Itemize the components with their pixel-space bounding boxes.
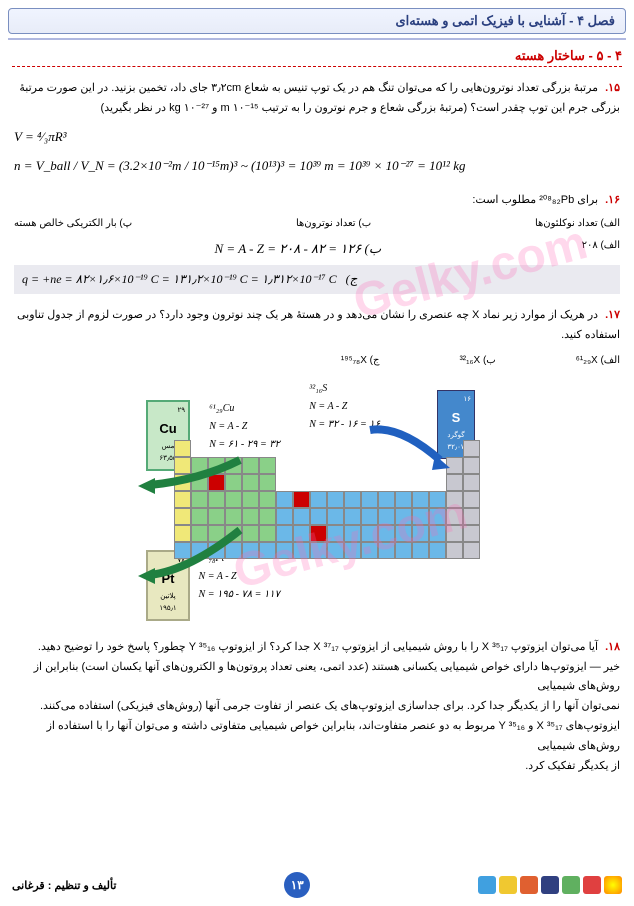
- gear-icon: [478, 876, 496, 894]
- arrow-icon: [130, 520, 250, 590]
- option: ج) ¹⁹⁵₇₈X: [341, 352, 380, 370]
- q17: ۱۷. در هریک از موارد زیر نماد X چه عنصری…: [0, 302, 634, 634]
- q16: ۱۶. برای ²⁰⁸₈₂Pb مطلوب است: الف) تعداد ن…: [0, 187, 634, 302]
- book-icon: [541, 876, 559, 894]
- divider: [8, 38, 626, 40]
- option: الف) تعداد نوکلئون‌ها: [535, 215, 620, 233]
- section-title: ۴ - ۵ - ساختار هسته: [12, 48, 622, 67]
- formula: n = V_ball / V_N = (3.2×10⁻²m / 10⁻¹⁵m)³…: [14, 154, 620, 177]
- atom-icon: [604, 876, 622, 894]
- leaf-icon: [562, 876, 580, 894]
- answer-box: q = +ne = ۸۲×۱٫۶×10⁻¹⁹ C = ۱۳۱٫۲×10⁻¹⁹ C…: [14, 265, 620, 295]
- footer-icons: [478, 876, 622, 894]
- q-number: ۱۷.: [605, 309, 620, 321]
- option: پ) بار الکتریکی خالص هسته: [14, 215, 132, 233]
- q-text: استفاده کنید.: [561, 329, 620, 341]
- q15: ۱۵. مرتبهٔ بزرگی تعداد نوترون‌هایی را که…: [0, 75, 634, 187]
- q-text: برای ²⁰⁸₈₂Pb مطلوب است:: [472, 194, 598, 206]
- q-number: ۱۸.: [605, 641, 620, 653]
- option: ب) تعداد نوترون‌ها: [296, 215, 371, 233]
- q-text: در هریک از موارد زیر نماد X چه عنصری را …: [17, 309, 598, 321]
- q-text: مرتبهٔ بزرگی تعداد نوترون‌هایی را که می‌…: [19, 82, 598, 94]
- page-number: ۱۳: [284, 872, 310, 898]
- arrow-icon: [360, 420, 480, 480]
- answer: نمی‌توان آنها را از یکدیگر جدا کرد. برای…: [40, 700, 620, 712]
- answer: ایزوتوپ‌های X ³⁵₁₇ و Y ³⁵₁₆ مربوط به دو …: [47, 720, 620, 752]
- answer: خیر — ایزوتوپ‌ها دارای خواص شیمیایی یکسا…: [34, 661, 620, 693]
- answer: الف) ۲۰۸: [582, 237, 620, 260]
- answer: از یکدیگر تفکیک کرد.: [525, 760, 620, 772]
- option: ب) ³²₁₆X: [459, 352, 495, 370]
- magnet-icon: [520, 876, 538, 894]
- option: الف) ⁶¹₂₉X: [576, 352, 620, 370]
- q18: ۱۸. آیا می‌توان ایزوتوپ X ³⁵₁₇ را با روش…: [0, 634, 634, 781]
- arrow-icon: [130, 450, 250, 510]
- q-text: بزرگی جرم این توپ چقدر است؟ (مرتبهٔ بزرگ…: [101, 102, 620, 114]
- q-number: ۱۵.: [605, 82, 620, 94]
- apple-icon: [583, 876, 601, 894]
- answer: N = A - Z = ۲۰۸ - ۸۲ = ۱۲۶ (ب: [215, 237, 382, 260]
- q-text: آیا می‌توان ایزوتوپ X ³⁵₁₇ را با روش شیم…: [38, 641, 598, 653]
- bulb-icon: [499, 876, 517, 894]
- author: تألیف و تنظیم : قرغانی: [12, 879, 116, 892]
- formula: V = ⁴⁄₃πR³: [14, 125, 620, 148]
- q-number: ۱۶.: [605, 194, 620, 206]
- chapter-header: فصل ۴ - آشنایی با فیزیک اتمی و هسته‌ای: [8, 8, 626, 34]
- periodic-chart: Gelky.com Gelky.com ۲۹ Cu مس ۶۳٫۵۵ ⁶¹₂₉C…: [14, 380, 620, 620]
- footer: ۱۳ تألیف و تنظیم : قرغانی: [0, 872, 634, 898]
